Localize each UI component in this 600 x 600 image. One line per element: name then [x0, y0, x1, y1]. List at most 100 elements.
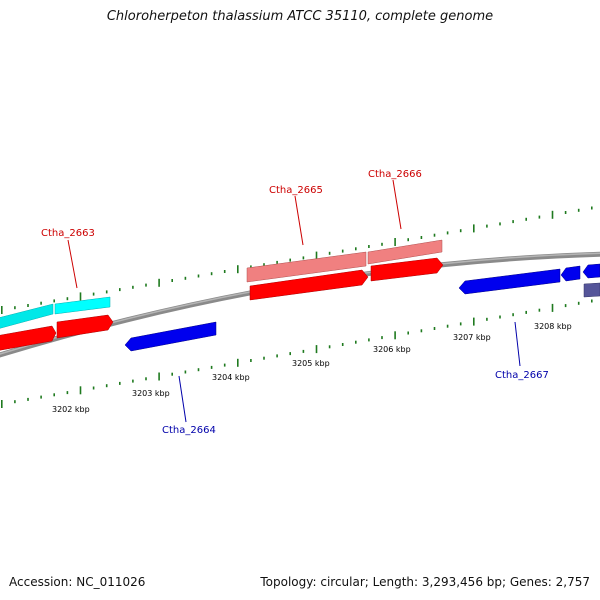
gene-label-ctha-2665[interactable]: Ctha_2665 [269, 185, 323, 196]
minor-tick [486, 224, 488, 228]
minor-tick [512, 220, 514, 224]
minor-tick [145, 377, 147, 381]
minor-tick [499, 315, 501, 319]
minor-tick [525, 310, 527, 314]
gene-block-dark[interactable] [583, 282, 600, 298]
minor-tick [538, 215, 541, 219]
minor-tick [184, 276, 187, 280]
map-title: Chloroherpeton thalassium ATCC 35110, co… [106, 9, 494, 24]
minor-tick [210, 272, 213, 276]
minor-tick [105, 384, 108, 388]
gene-label-ctha-2667[interactable]: Ctha_2667 [495, 370, 549, 381]
tick-label: 3206 kbp [373, 345, 411, 354]
minor-tick [119, 288, 121, 292]
gene-label-ctha-2663[interactable]: Ctha_2663 [41, 228, 95, 239]
major-tick [158, 372, 160, 381]
leader-line [67, 239, 78, 289]
gene-arrow-ctha-2663[interactable] [0, 325, 57, 352]
label-leaders [67, 179, 521, 423]
major-tick [473, 224, 475, 233]
gene-block-ctha-2666[interactable] [367, 239, 443, 265]
minor-tick [591, 206, 593, 210]
minor-tick [368, 338, 370, 342]
gene-arrow-small[interactable] [582, 263, 600, 279]
gene-arrow-ctha-2663[interactable] [56, 314, 114, 339]
reverse-features [124, 263, 600, 352]
major-tick [551, 303, 554, 312]
minor-tick [564, 304, 567, 308]
tick-label: 3203 kbp [132, 389, 170, 398]
gene-label-ctha-2666[interactable]: Ctha_2666 [368, 169, 422, 180]
accession-label: Accession: NC_011026 [9, 575, 146, 589]
minor-tick [525, 217, 527, 221]
outer-tick-ruler [1, 206, 593, 314]
gene-arrow-ctha-2666[interactable] [370, 257, 444, 282]
minor-tick [27, 397, 29, 401]
minor-tick [223, 270, 226, 273]
major-tick [394, 331, 396, 340]
minor-tick [538, 308, 541, 312]
minor-tick [381, 336, 383, 340]
gene-arrow-ctha-2664[interactable] [124, 321, 217, 352]
leader-line [392, 179, 402, 230]
minor-tick [40, 301, 42, 305]
minor-tick [289, 258, 291, 262]
minor-tick [171, 279, 173, 282]
minor-tick [355, 247, 357, 251]
minor-tick [197, 274, 200, 278]
major-tick [237, 358, 239, 367]
genome-stats-label: Topology: circular; Length: 3,293,456 bp… [260, 575, 590, 589]
inner-tick-ruler [1, 299, 593, 408]
minor-tick [446, 324, 449, 328]
minor-tick [407, 331, 409, 335]
major-tick [237, 265, 239, 274]
tick-label: 3205 kbp [292, 359, 330, 368]
minor-tick [420, 236, 423, 239]
minor-tick [512, 313, 514, 317]
minor-tick [328, 345, 331, 349]
gene-arrow-ctha-2665[interactable] [249, 269, 369, 301]
minor-tick [289, 352, 291, 356]
leader-line [294, 195, 304, 246]
minor-tick [407, 238, 409, 242]
minor-tick [486, 317, 488, 321]
gene-arrow-small[interactable] [560, 265, 581, 282]
minor-tick [302, 349, 305, 353]
gene-label-ctha-2664[interactable]: Ctha_2664 [162, 425, 216, 436]
minor-tick [420, 329, 423, 333]
tick-label: 3204 kbp [212, 373, 250, 382]
major-tick [551, 210, 554, 219]
minor-tick [145, 283, 147, 287]
tick-label: 3202 kbp [52, 405, 90, 414]
minor-tick [92, 386, 95, 390]
minor-tick [591, 299, 593, 303]
minor-tick [14, 306, 16, 310]
major-tick [394, 238, 396, 246]
tick-label: 3208 kbp [534, 322, 572, 331]
major-tick [158, 278, 160, 287]
minor-tick [40, 395, 42, 399]
gene-block-ctha-2665[interactable] [246, 251, 367, 283]
minor-tick [66, 391, 69, 395]
minor-tick [459, 322, 462, 326]
minor-tick [250, 359, 252, 362]
forward-features [0, 239, 444, 352]
minor-tick [499, 222, 501, 226]
minor-tick [53, 299, 55, 303]
gene-labels: Ctha_2663 Ctha_2664 Ctha_2665 Ctha_2666 … [41, 169, 549, 436]
minor-tick [564, 211, 567, 214]
major-tick [315, 345, 318, 354]
major-tick [1, 306, 3, 314]
minor-tick [328, 251, 331, 255]
tick-labels: 3202 kbp 3203 kbp 3204 kbp 3205 kbp 3206… [52, 322, 572, 414]
gene-arrow-ctha-2667[interactable] [458, 268, 561, 295]
minor-tick [119, 381, 121, 385]
minor-tick [433, 327, 436, 330]
major-tick [79, 386, 82, 395]
minor-tick [210, 365, 213, 369]
minor-tick [577, 301, 580, 305]
minor-tick [263, 356, 265, 360]
minor-tick [66, 297, 69, 301]
minor-tick [53, 393, 55, 397]
